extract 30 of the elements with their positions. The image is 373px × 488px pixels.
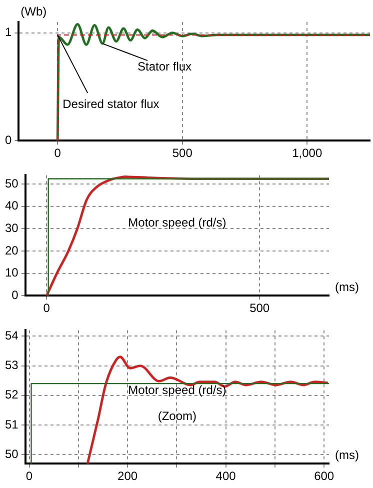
y-tick-label: 52 [4,388,19,402]
y-tick-label: 54 [4,328,19,342]
series-label: Desired stator flux [62,96,160,111]
annotation: (Zoom) [158,408,197,423]
x-tick-label: 600 [314,469,334,484]
x-tick-label: 0 [26,469,33,484]
x-tick-label: 400 [216,469,236,484]
y-tick-label: 10 [4,266,19,280]
y-tick-label: 50 [4,447,19,462]
y-tick-label: 0 [12,288,19,302]
x-tick-label: 0 [54,146,62,160]
y-axis-title: (Wb) [20,4,47,18]
y-tick-label: 30 [4,221,19,236]
line-series [86,356,329,464]
annotation: Motor speed (rd/s) [128,216,226,230]
y-tick-label: 0 [4,132,12,147]
y-tick-label: 50 [4,176,19,190]
x-tick-label: 500 [250,301,270,316]
x-axis-title: (ms) [335,280,359,294]
annotation: Motor speed (rd/s) [128,382,226,397]
y-tick-label: 1 [4,25,12,40]
x-axis-title: (ms) [335,448,359,462]
x-tick-label: 200 [118,469,138,484]
y-tick-label: 51 [4,417,19,432]
series-label: Stator flux [138,60,192,74]
y-tick-label: 20 [4,243,19,258]
x-tick-label: 500 [172,146,193,160]
x-tick-label: 1,000 [292,146,322,160]
y-tick-label: 53 [4,358,19,372]
y-tick-label: 40 [4,198,19,213]
